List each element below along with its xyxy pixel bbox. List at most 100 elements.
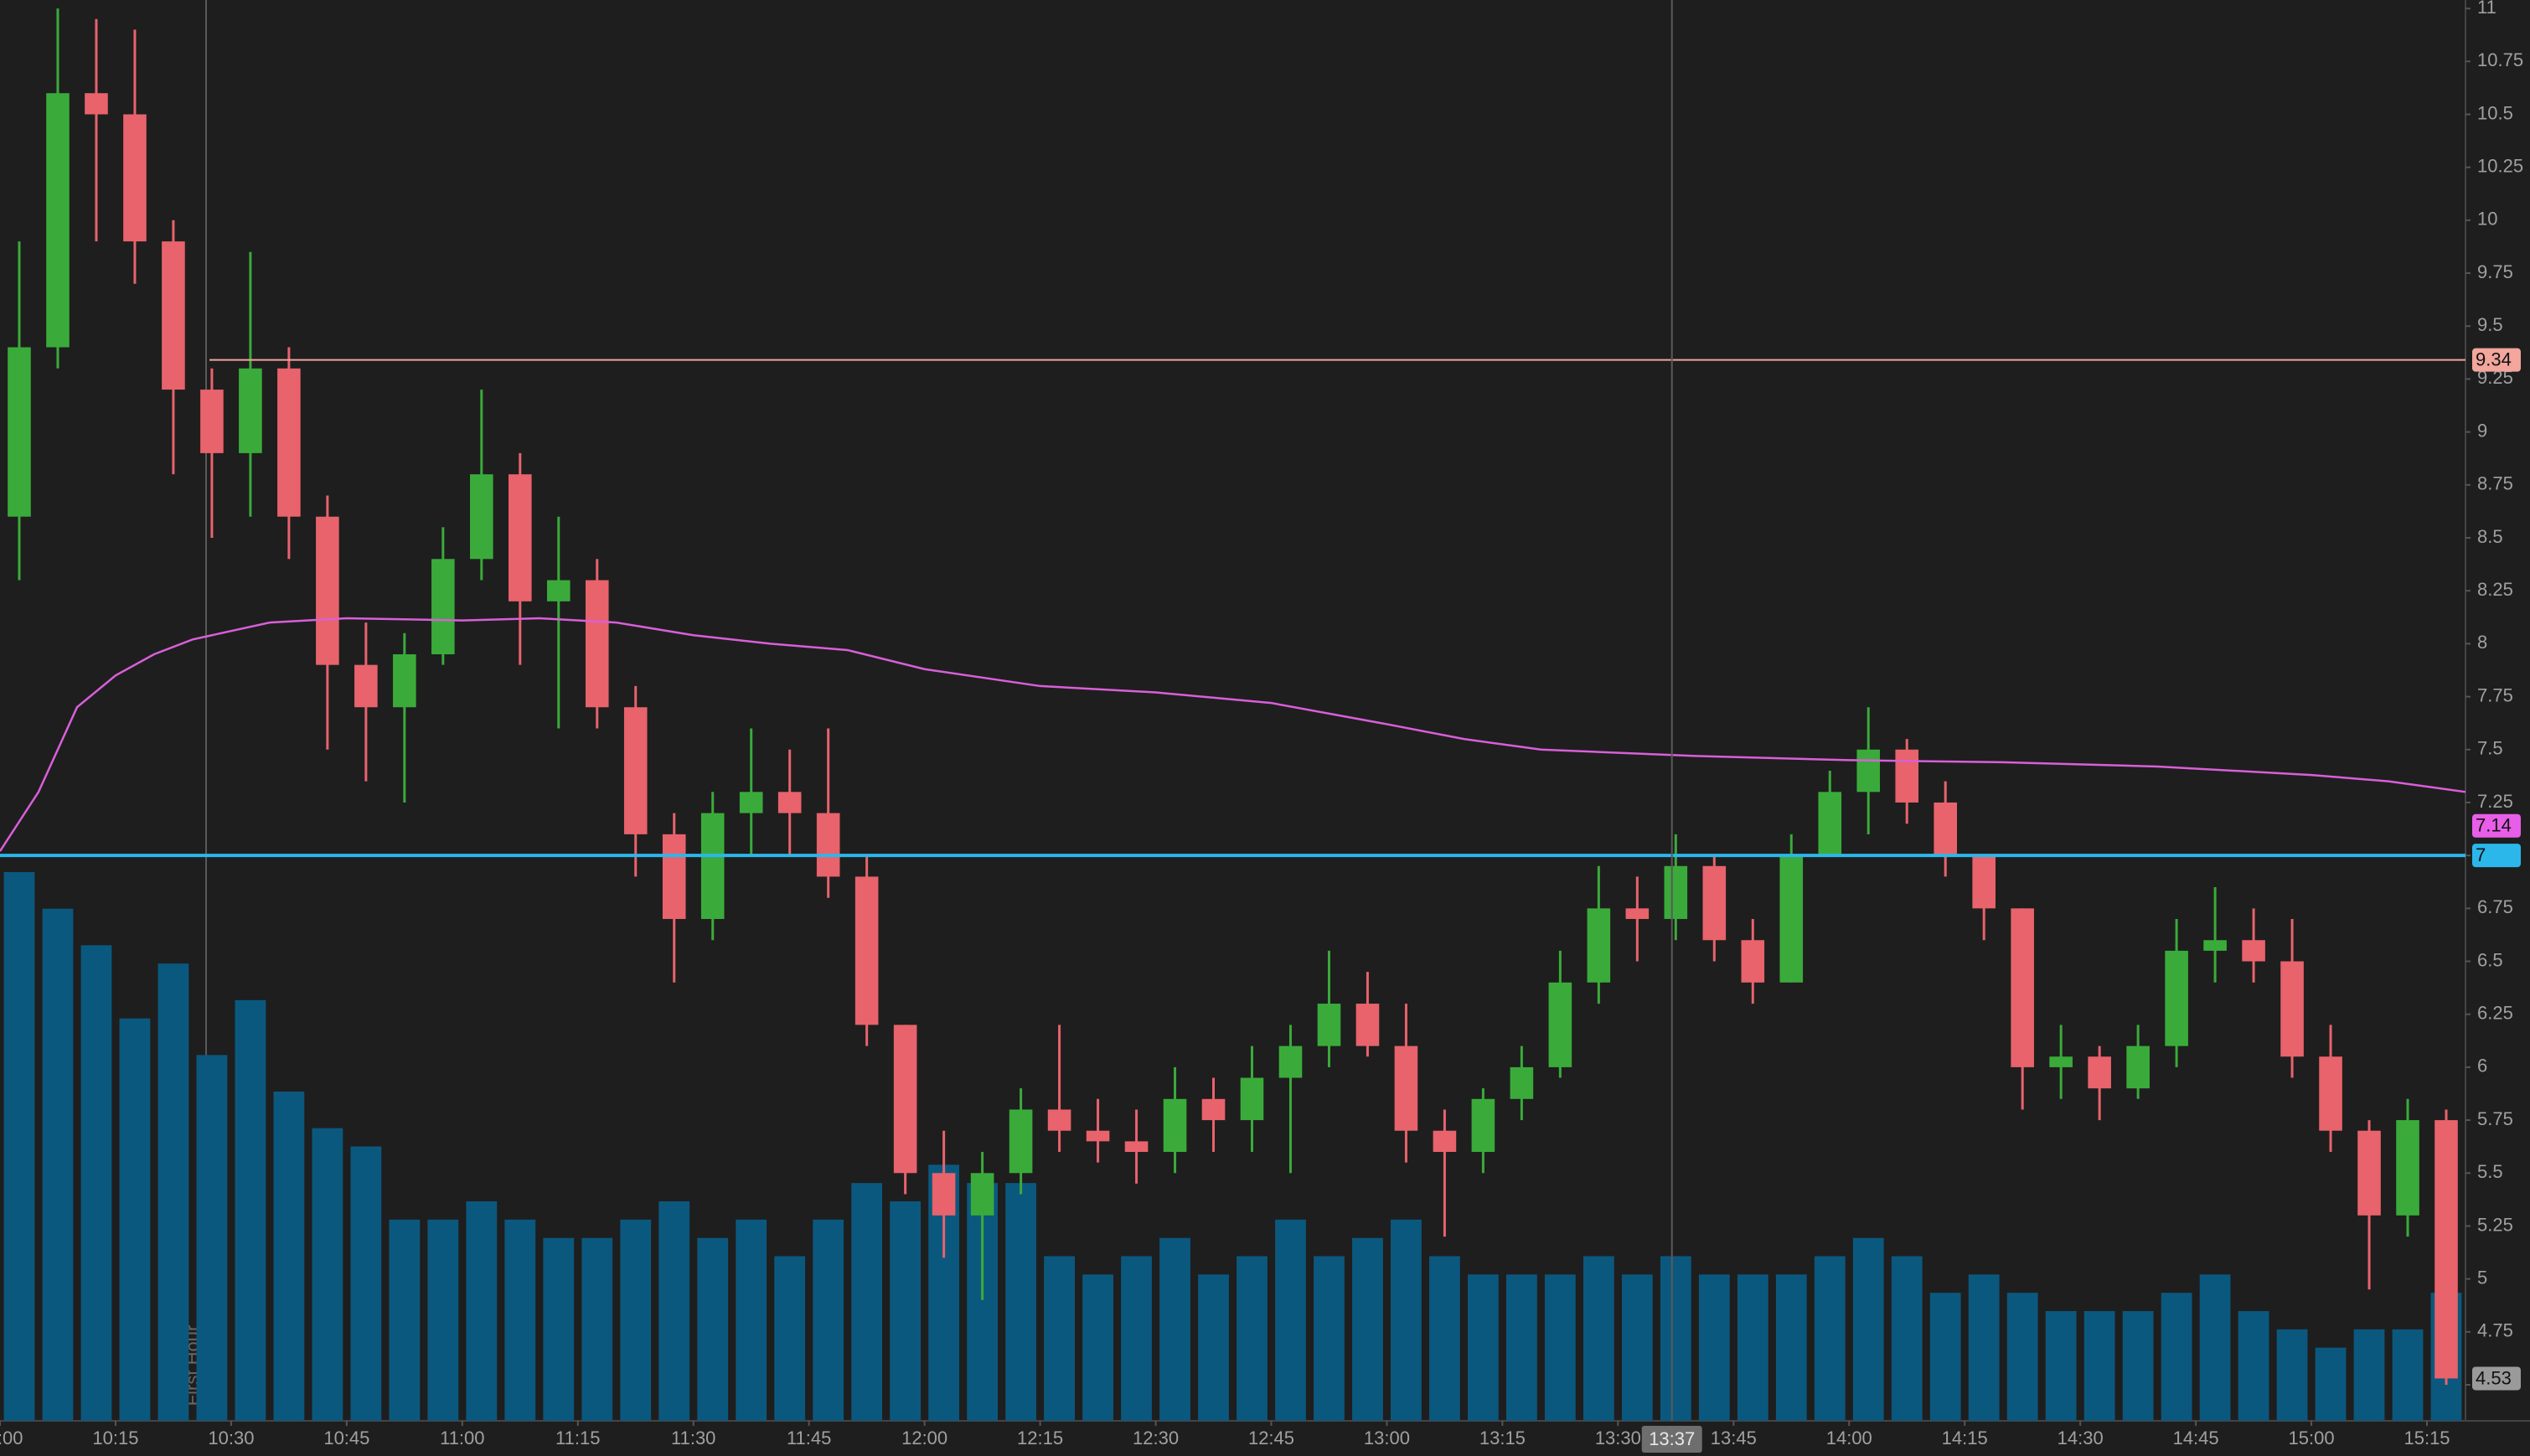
price-label: 7 (2476, 844, 2486, 865)
volume-bar (1429, 1256, 1460, 1421)
y-tick-label: 4.75 (2477, 1320, 2513, 1341)
candle-body (508, 474, 532, 602)
x-tick-label: 10:00 (0, 1428, 23, 1448)
volume-bar (1737, 1274, 1768, 1421)
candle-body (470, 474, 493, 560)
volume-bar (2199, 1274, 2231, 1421)
candle-body (1548, 982, 1572, 1067)
candle-body (2049, 1056, 2073, 1067)
price-label-box (2472, 348, 2521, 372)
candle-body (546, 580, 571, 602)
candle-body (1702, 865, 1727, 941)
candle-body (1934, 802, 1958, 856)
volume-bar (2392, 1329, 2424, 1421)
x-tick-label: 10:30 (208, 1428, 254, 1448)
candle-body (2011, 908, 2034, 1067)
volume-bar (813, 1219, 844, 1421)
volume-bar (80, 945, 112, 1421)
candle-body (1587, 908, 1611, 983)
volume-bar (1621, 1274, 1653, 1421)
volume-bar (543, 1237, 575, 1421)
y-tick-label: 5.5 (2477, 1161, 2503, 1182)
x-tick-label: 12:45 (1248, 1428, 1294, 1448)
y-tick-label: 9 (2477, 420, 2487, 441)
candle-body (1009, 1109, 1033, 1174)
x-tick-label: 12:00 (901, 1428, 947, 1448)
volume-bar (3, 872, 35, 1421)
x-tick-label: 11:00 (440, 1428, 484, 1448)
x-tick-label: 14:45 (2173, 1428, 2219, 1448)
candle-body (1201, 1098, 1226, 1121)
volume-bar (620, 1219, 652, 1421)
price-label-box (2472, 813, 2521, 838)
candle-body (2357, 1130, 2381, 1216)
candle-body (2396, 1120, 2419, 1216)
y-tick-label: 10 (2477, 209, 2497, 230)
volume-bar (1544, 1274, 1576, 1421)
candle-body (1355, 1004, 1380, 1046)
candle-body (1163, 1098, 1187, 1152)
crosshair-label-box (1641, 1426, 1702, 1453)
x-tick-label: 10:15 (92, 1428, 138, 1448)
volume-bar (1275, 1219, 1306, 1421)
volume-bar (466, 1201, 498, 1421)
candle-body (2088, 1056, 2111, 1089)
candle-body (200, 390, 224, 453)
volume-bar (389, 1219, 421, 1421)
candle-body (1664, 865, 1688, 919)
volume-bar (2315, 1347, 2347, 1421)
candle-body (816, 813, 840, 877)
volume-bar (2161, 1293, 2192, 1421)
volume-bar (1314, 1256, 1345, 1421)
volume-bar (196, 1055, 228, 1421)
volume-bar (273, 1092, 305, 1421)
vwap-line (0, 617, 2466, 852)
x-tick-label: 13:45 (1711, 1428, 1757, 1448)
y-tick-label: 8.5 (2477, 526, 2503, 547)
candle-body (585, 580, 609, 708)
volume-bar (1391, 1219, 1422, 1421)
x-tick-label: 14:00 (1826, 1428, 1872, 1448)
candle-body (316, 516, 339, 665)
volume-bar (1775, 1274, 1807, 1421)
volume-bar (119, 1018, 151, 1421)
candle-body (777, 792, 802, 813)
y-tick-label: 5.75 (2477, 1108, 2513, 1129)
volume-bar (2353, 1329, 2385, 1421)
y-tick-label: 8 (2477, 632, 2487, 653)
x-tick-label: 13:00 (1364, 1428, 1410, 1448)
candle-body (1510, 1066, 1534, 1099)
candle-body (46, 93, 70, 348)
volume-bar (1698, 1274, 1730, 1421)
volume-bar (1237, 1256, 1268, 1421)
candle-body (1779, 855, 1804, 983)
candle-body (1471, 1098, 1495, 1152)
x-tick-label: 15:15 (2404, 1428, 2450, 1448)
candle-body (1856, 749, 1881, 793)
y-tick-label: 10.5 (2477, 102, 2513, 123)
volume-bar (2122, 1311, 2154, 1421)
y-tick-label: 9.5 (2477, 314, 2503, 335)
candle-body (2434, 1120, 2458, 1379)
candle-body (1240, 1077, 1264, 1121)
y-tick-label: 7.25 (2477, 791, 2513, 812)
candle-body (162, 241, 185, 390)
y-tick-label: 6 (2477, 1056, 2487, 1077)
volume-bar (658, 1201, 690, 1421)
volume-bar (1198, 1274, 1229, 1421)
candle-body (700, 813, 725, 919)
x-tick-label: 11:15 (555, 1428, 600, 1448)
candle-body (85, 93, 108, 115)
price-label: 7.14 (2476, 815, 2512, 836)
candle-body (393, 654, 416, 708)
volume-bar (2276, 1329, 2308, 1421)
volume-bar (2006, 1293, 2038, 1421)
volume-bar (581, 1237, 613, 1421)
volume-bar (1583, 1256, 1614, 1421)
candle-body (239, 368, 262, 453)
y-tick-label: 6.5 (2477, 949, 2503, 970)
candle-body (2165, 950, 2188, 1046)
candle-body (1972, 855, 1996, 909)
volume-bar (157, 963, 189, 1421)
